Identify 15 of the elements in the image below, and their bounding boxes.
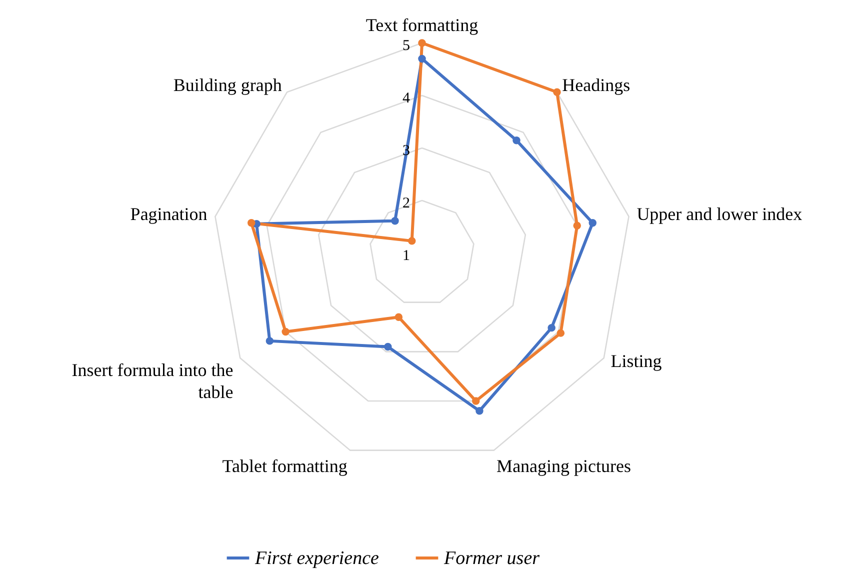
spoke-label: Headings bbox=[562, 75, 630, 95]
spoke-label: Pagination bbox=[130, 204, 208, 224]
spoke-label: Listing bbox=[610, 351, 662, 371]
y-tick-label: 2 bbox=[402, 196, 410, 212]
spoke-label: Upper and lower index bbox=[636, 204, 802, 224]
spoke-label: Building graph bbox=[173, 75, 282, 95]
spoke-label: Tablet formatting bbox=[222, 456, 348, 476]
y-tick-label: 4 bbox=[402, 90, 410, 106]
legend-label: First experience bbox=[254, 548, 379, 569]
spoke-label: Text formatting bbox=[366, 15, 478, 35]
spoke-label: Insert formula into the table bbox=[72, 360, 234, 402]
spoke-label: Managing pictures bbox=[496, 456, 632, 476]
legend-label: Former user bbox=[443, 548, 540, 569]
y-tick-label: 1 bbox=[402, 248, 410, 264]
y-tick-label: 5 bbox=[402, 38, 410, 54]
